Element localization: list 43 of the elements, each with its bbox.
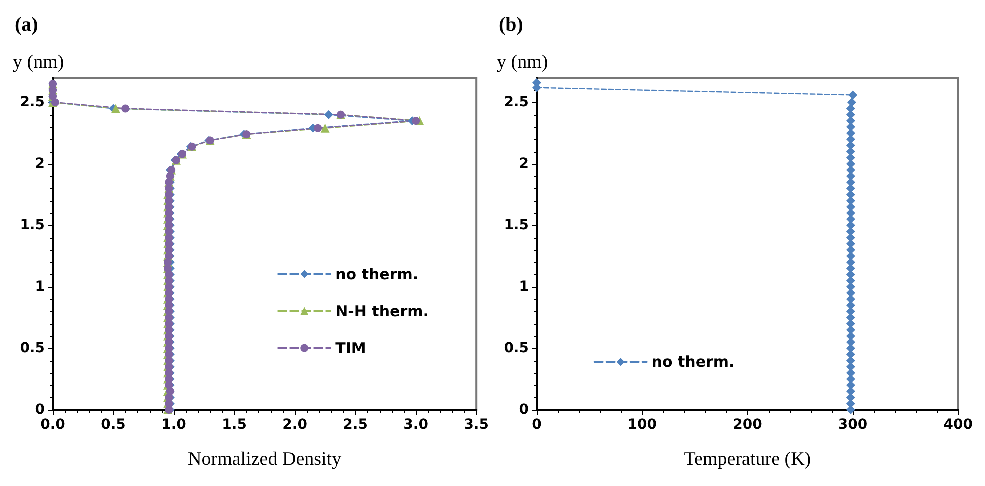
y-axis-title: y (nm) xyxy=(13,52,64,73)
y-tick-label: 0 xyxy=(519,402,530,418)
chart-title: (b) xyxy=(499,14,524,36)
x-tick-label: 1.5 xyxy=(222,417,247,433)
legend-label: TIM xyxy=(336,339,366,358)
y-tick-label: 0 xyxy=(35,402,46,418)
point xyxy=(324,110,334,120)
legend-label: no therm. xyxy=(652,353,735,372)
y-tick-label: 0.5 xyxy=(20,340,45,357)
x-tick-label: 1.0 xyxy=(162,417,187,433)
point xyxy=(848,90,858,100)
point xyxy=(412,117,420,126)
x-tick-label: 400 xyxy=(944,417,974,433)
x-tick-label: 2.5 xyxy=(343,417,368,433)
y-axis-title: y (nm) xyxy=(497,52,548,73)
y-tick-label: 1 xyxy=(35,279,45,296)
legend-label: no therm. xyxy=(336,265,419,284)
x-axis-title: Normalized Density xyxy=(188,449,342,470)
x-tick-label: 2.0 xyxy=(282,417,308,433)
x-tick-label: 3.0 xyxy=(404,417,429,433)
chart-title: (a) xyxy=(15,14,38,36)
point xyxy=(314,124,322,132)
legend-label: N-H therm. xyxy=(336,302,429,320)
point xyxy=(122,104,130,113)
y-tick-label: 2 xyxy=(519,156,529,172)
x-tick-label: 0.5 xyxy=(101,417,126,433)
y-tick-label: 1.5 xyxy=(504,218,529,234)
y-tick-label: 2.5 xyxy=(504,94,529,111)
point xyxy=(51,98,60,107)
y-tick-label: 2 xyxy=(35,156,45,172)
y-tick-label: 1.5 xyxy=(20,218,45,234)
x-tick-label: 0 xyxy=(532,417,542,433)
point xyxy=(320,124,330,133)
x-tick-label: 100 xyxy=(628,417,658,433)
x-axis-title: Temperature (K) xyxy=(684,449,812,470)
y-tick-label: 2.5 xyxy=(20,94,45,111)
point xyxy=(847,98,856,108)
x-tick-label: 3.5 xyxy=(464,417,490,433)
y-tick-label: 1 xyxy=(519,279,529,296)
x-tick-label: 200 xyxy=(733,417,763,433)
y-tick-label: 0.5 xyxy=(504,340,529,357)
x-tick-label: 0.0 xyxy=(40,417,66,433)
x-tick-label: 300 xyxy=(838,417,868,433)
